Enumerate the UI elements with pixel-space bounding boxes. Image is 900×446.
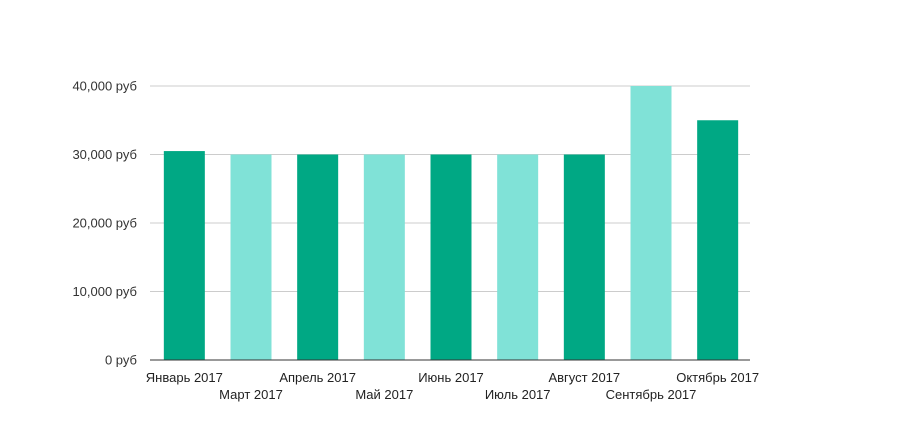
- x-tick-label: Октябрь 2017: [676, 370, 759, 385]
- bar: [231, 155, 272, 361]
- x-tick-labels: Январь 2017 Март 2017 Апрель 2017 Май 2017 И…: [146, 370, 759, 402]
- x-tick-label: Январь 2017: [146, 370, 223, 385]
- bar: [431, 155, 472, 361]
- bar: [497, 155, 538, 361]
- y-tick-label: 20,000 руб: [72, 216, 137, 231]
- y-tick-label: 10,000 руб: [72, 284, 137, 299]
- x-tick-label: Июль 2017: [485, 387, 551, 402]
- y-tick-labels: 0 руб 10,000 руб 20,000 руб 30,000 руб 40,00…: [72, 79, 137, 368]
- x-tick-label: Август 2017: [548, 370, 620, 385]
- bar: [697, 120, 738, 360]
- y-tick-label: 30,000 руб: [72, 147, 137, 162]
- x-tick-label: Апрель 2017: [279, 370, 356, 385]
- bar: [297, 155, 338, 361]
- bars: [164, 86, 738, 360]
- bar: [631, 86, 672, 360]
- x-tick-label: Март 2017: [219, 387, 283, 402]
- y-tick-label: 40,000 руб: [72, 79, 137, 94]
- x-tick-label: Сентябрь 2017: [606, 387, 697, 402]
- x-tick-label: Май 2017: [355, 387, 413, 402]
- y-tick-label: 0 руб: [105, 353, 137, 368]
- x-tick-label: Июнь 2017: [418, 370, 484, 385]
- bar: [164, 151, 205, 360]
- bar: [364, 155, 405, 361]
- bar: [564, 155, 605, 361]
